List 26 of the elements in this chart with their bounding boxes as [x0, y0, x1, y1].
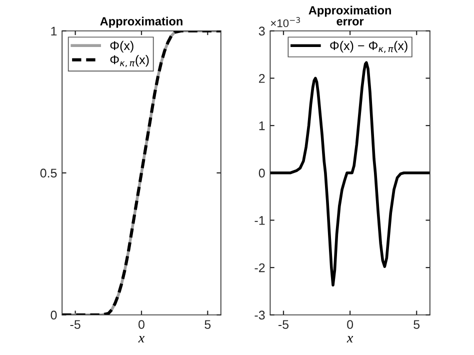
x-axis-title: x [346, 336, 354, 342]
legend-label: Φ(x) [110, 40, 134, 53]
x-tick-label: 0 [347, 320, 354, 329]
y-tick-label: 1 [51, 26, 57, 36]
legend-label: Φ$_{κ,π}$(x) [110, 55, 149, 68]
x-tick-label: 5 [414, 320, 420, 329]
x-tick-label: 5 [204, 320, 211, 329]
y-tick-label: 1 [259, 121, 265, 130]
x-tick-label: -5 [278, 320, 289, 329]
y-tick-label: 0 [50, 310, 57, 320]
y-tick-label: -3 [254, 310, 265, 320]
chart-title: Approximation [100, 16, 182, 28]
y-tick-label: 3 [258, 26, 265, 36]
legend-label: Φ(x) − Φ$_{κ,π}$(x) [330, 40, 408, 54]
y-tick-label: 0 [258, 168, 265, 178]
line-series [62, 30, 221, 315]
x-tick-label: -5 [70, 320, 80, 329]
text: ×10$^{−3}$ [270, 17, 300, 28]
y-tick-label: -1 [254, 216, 265, 225]
line-series [270, 61, 430, 286]
x-tick-label: 0 [138, 320, 144, 329]
x-axis-title: x [138, 336, 144, 342]
y-tick-label: 2 [258, 74, 265, 83]
chart-title: Approximation error [308, 6, 391, 26]
y-tick-label: -2 [254, 263, 265, 272]
y-tick-label: 0.5 [40, 168, 57, 178]
